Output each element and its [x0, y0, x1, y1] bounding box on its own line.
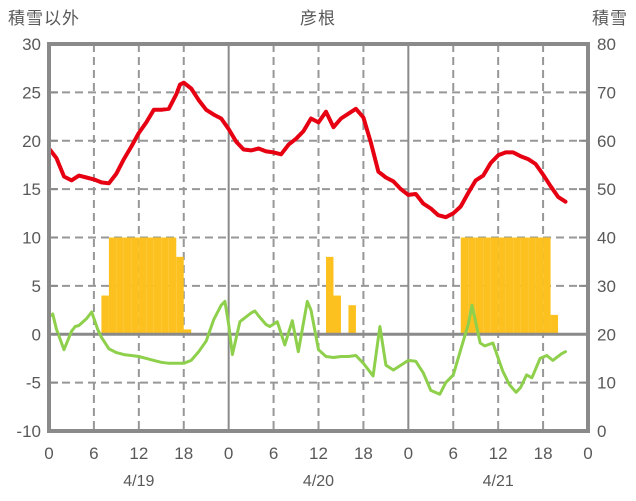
left-axis-tick-label: 10	[22, 229, 41, 248]
left-axis-title: 積雪以外	[8, 9, 80, 28]
hour-tick-label: 0	[583, 444, 592, 463]
orange-bar	[528, 237, 536, 335]
orange-bar	[116, 237, 124, 335]
hour-tick-label: 0	[404, 444, 413, 463]
hour-tick-label: 0	[44, 444, 53, 463]
orange-bar	[325, 256, 334, 335]
hour-tick-label: 18	[534, 444, 553, 463]
orange-bar	[520, 237, 529, 335]
orange-bar	[138, 237, 147, 335]
orange-bar	[490, 237, 499, 335]
orange-bar	[101, 295, 109, 335]
left-axis-tick-label: 15	[22, 180, 41, 199]
orange-bar	[505, 237, 514, 335]
right-axis-tick-label: 60	[597, 132, 616, 151]
hour-tick-label: 12	[309, 444, 328, 463]
day-label: 4/20	[303, 473, 334, 490]
left-axis-tick-label: 25	[22, 83, 41, 102]
orange-bar	[543, 237, 551, 335]
orange-bar	[498, 237, 506, 335]
orange-bar	[460, 237, 469, 335]
orange-bar	[131, 237, 139, 335]
orange-bar	[161, 237, 169, 335]
day-label: 4/21	[483, 473, 514, 490]
orange-bar	[333, 295, 341, 335]
orange-bar	[123, 237, 132, 335]
hour-tick-label: 12	[129, 444, 148, 463]
right-axis-tick-label: 10	[597, 374, 616, 393]
right-axis-tick-label: 0	[597, 422, 606, 441]
orange-bar	[550, 314, 559, 335]
hour-tick-label: 6	[269, 444, 278, 463]
orange-bar	[513, 237, 521, 335]
left-axis-tick-label: -10	[16, 422, 41, 441]
left-axis-tick-label: -5	[26, 374, 41, 393]
hour-tick-label: 12	[489, 444, 508, 463]
right-axis-tick-label: 40	[597, 229, 616, 248]
chart-title: 彦根	[300, 9, 336, 28]
orange-bar	[475, 237, 484, 335]
orange-bar	[176, 256, 184, 335]
day-label: 4/19	[123, 473, 154, 490]
hour-tick-label: 6	[89, 444, 98, 463]
hour-tick-label: 18	[354, 444, 373, 463]
left-axis-tick-label: 5	[32, 277, 41, 296]
orange-bar	[183, 329, 192, 335]
right-axis-tick-label: 20	[597, 325, 616, 344]
hour-tick-label: 0	[224, 444, 233, 463]
orange-bar	[468, 237, 476, 335]
orange-bar	[483, 237, 491, 335]
orange-bar	[108, 237, 117, 335]
hour-tick-label: 6	[449, 444, 458, 463]
orange-bar	[146, 237, 154, 335]
hour-tick-label: 18	[174, 444, 193, 463]
green-line	[47, 299, 567, 396]
plot-border	[47, 42, 590, 433]
left-axis-tick-label: 0	[32, 325, 41, 344]
right-axis-tick-label: 30	[597, 277, 616, 296]
left-axis-tick-label: 30	[22, 35, 41, 54]
red-line	[47, 80, 568, 220]
orange-bar	[153, 237, 162, 335]
right-axis-tick-label: 80	[597, 35, 616, 54]
right-axis-tick-label: 50	[597, 180, 616, 199]
right-axis-title: 積雪	[592, 9, 628, 28]
orange-bar	[168, 237, 177, 335]
orange-bar	[348, 305, 356, 335]
orange-bar	[535, 237, 544, 335]
right-axis-tick-label: 70	[597, 83, 616, 102]
left-axis-tick-label: 20	[22, 132, 41, 151]
